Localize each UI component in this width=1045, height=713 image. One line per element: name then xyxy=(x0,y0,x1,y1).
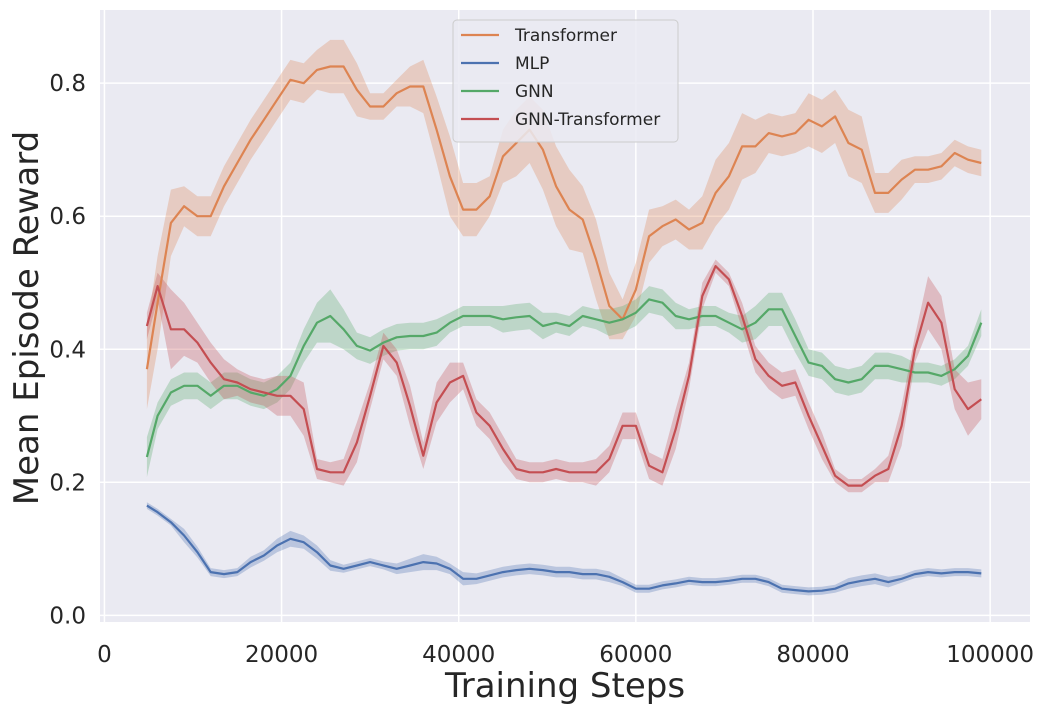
y-tick-label: 0.2 xyxy=(49,470,86,496)
mlp-line xyxy=(146,504,982,593)
legend-label-gnn: GNN xyxy=(515,82,554,102)
x-axis-label: Training Steps xyxy=(444,666,685,706)
x-tick-label: 0 xyxy=(97,642,112,668)
gnn-transformer-line xyxy=(145,265,982,487)
x-tick-label: 100000 xyxy=(946,642,1034,668)
gnn-band xyxy=(146,286,982,477)
y-tick-label: 0.6 xyxy=(49,204,86,230)
x-tick-labels: 0 20000 40000 60000 80000 100000 xyxy=(97,642,1034,668)
legend-box xyxy=(452,19,679,143)
y-tick-label: 0.8 xyxy=(49,71,86,97)
series-lines xyxy=(145,65,983,593)
y-tick-label: 0.4 xyxy=(49,337,86,363)
x-tick-label: 60000 xyxy=(599,642,672,668)
transformer-line xyxy=(145,65,982,370)
legend: Transformer MLP GNN GNN-Transformer xyxy=(452,19,679,143)
y-tick-label: 0.0 xyxy=(49,603,86,629)
y-tick-labels: 0.0 0.2 0.4 0.6 0.8 xyxy=(49,71,86,629)
x-tick-label: 40000 xyxy=(422,642,495,668)
transformer-band xyxy=(146,39,982,410)
x-tick-label: 80000 xyxy=(776,642,849,668)
y-axis-label: Mean Episode Reward xyxy=(7,131,47,505)
legend-label-transformer: Transformer xyxy=(514,26,617,46)
gnn-transformer-band xyxy=(146,259,982,493)
legend-label-gnn-transformer: GNN-Transformer xyxy=(515,110,660,130)
legend-label-mlp: MLP xyxy=(515,54,549,74)
gnn-line xyxy=(145,298,983,458)
x-tick-label: 20000 xyxy=(245,642,318,668)
